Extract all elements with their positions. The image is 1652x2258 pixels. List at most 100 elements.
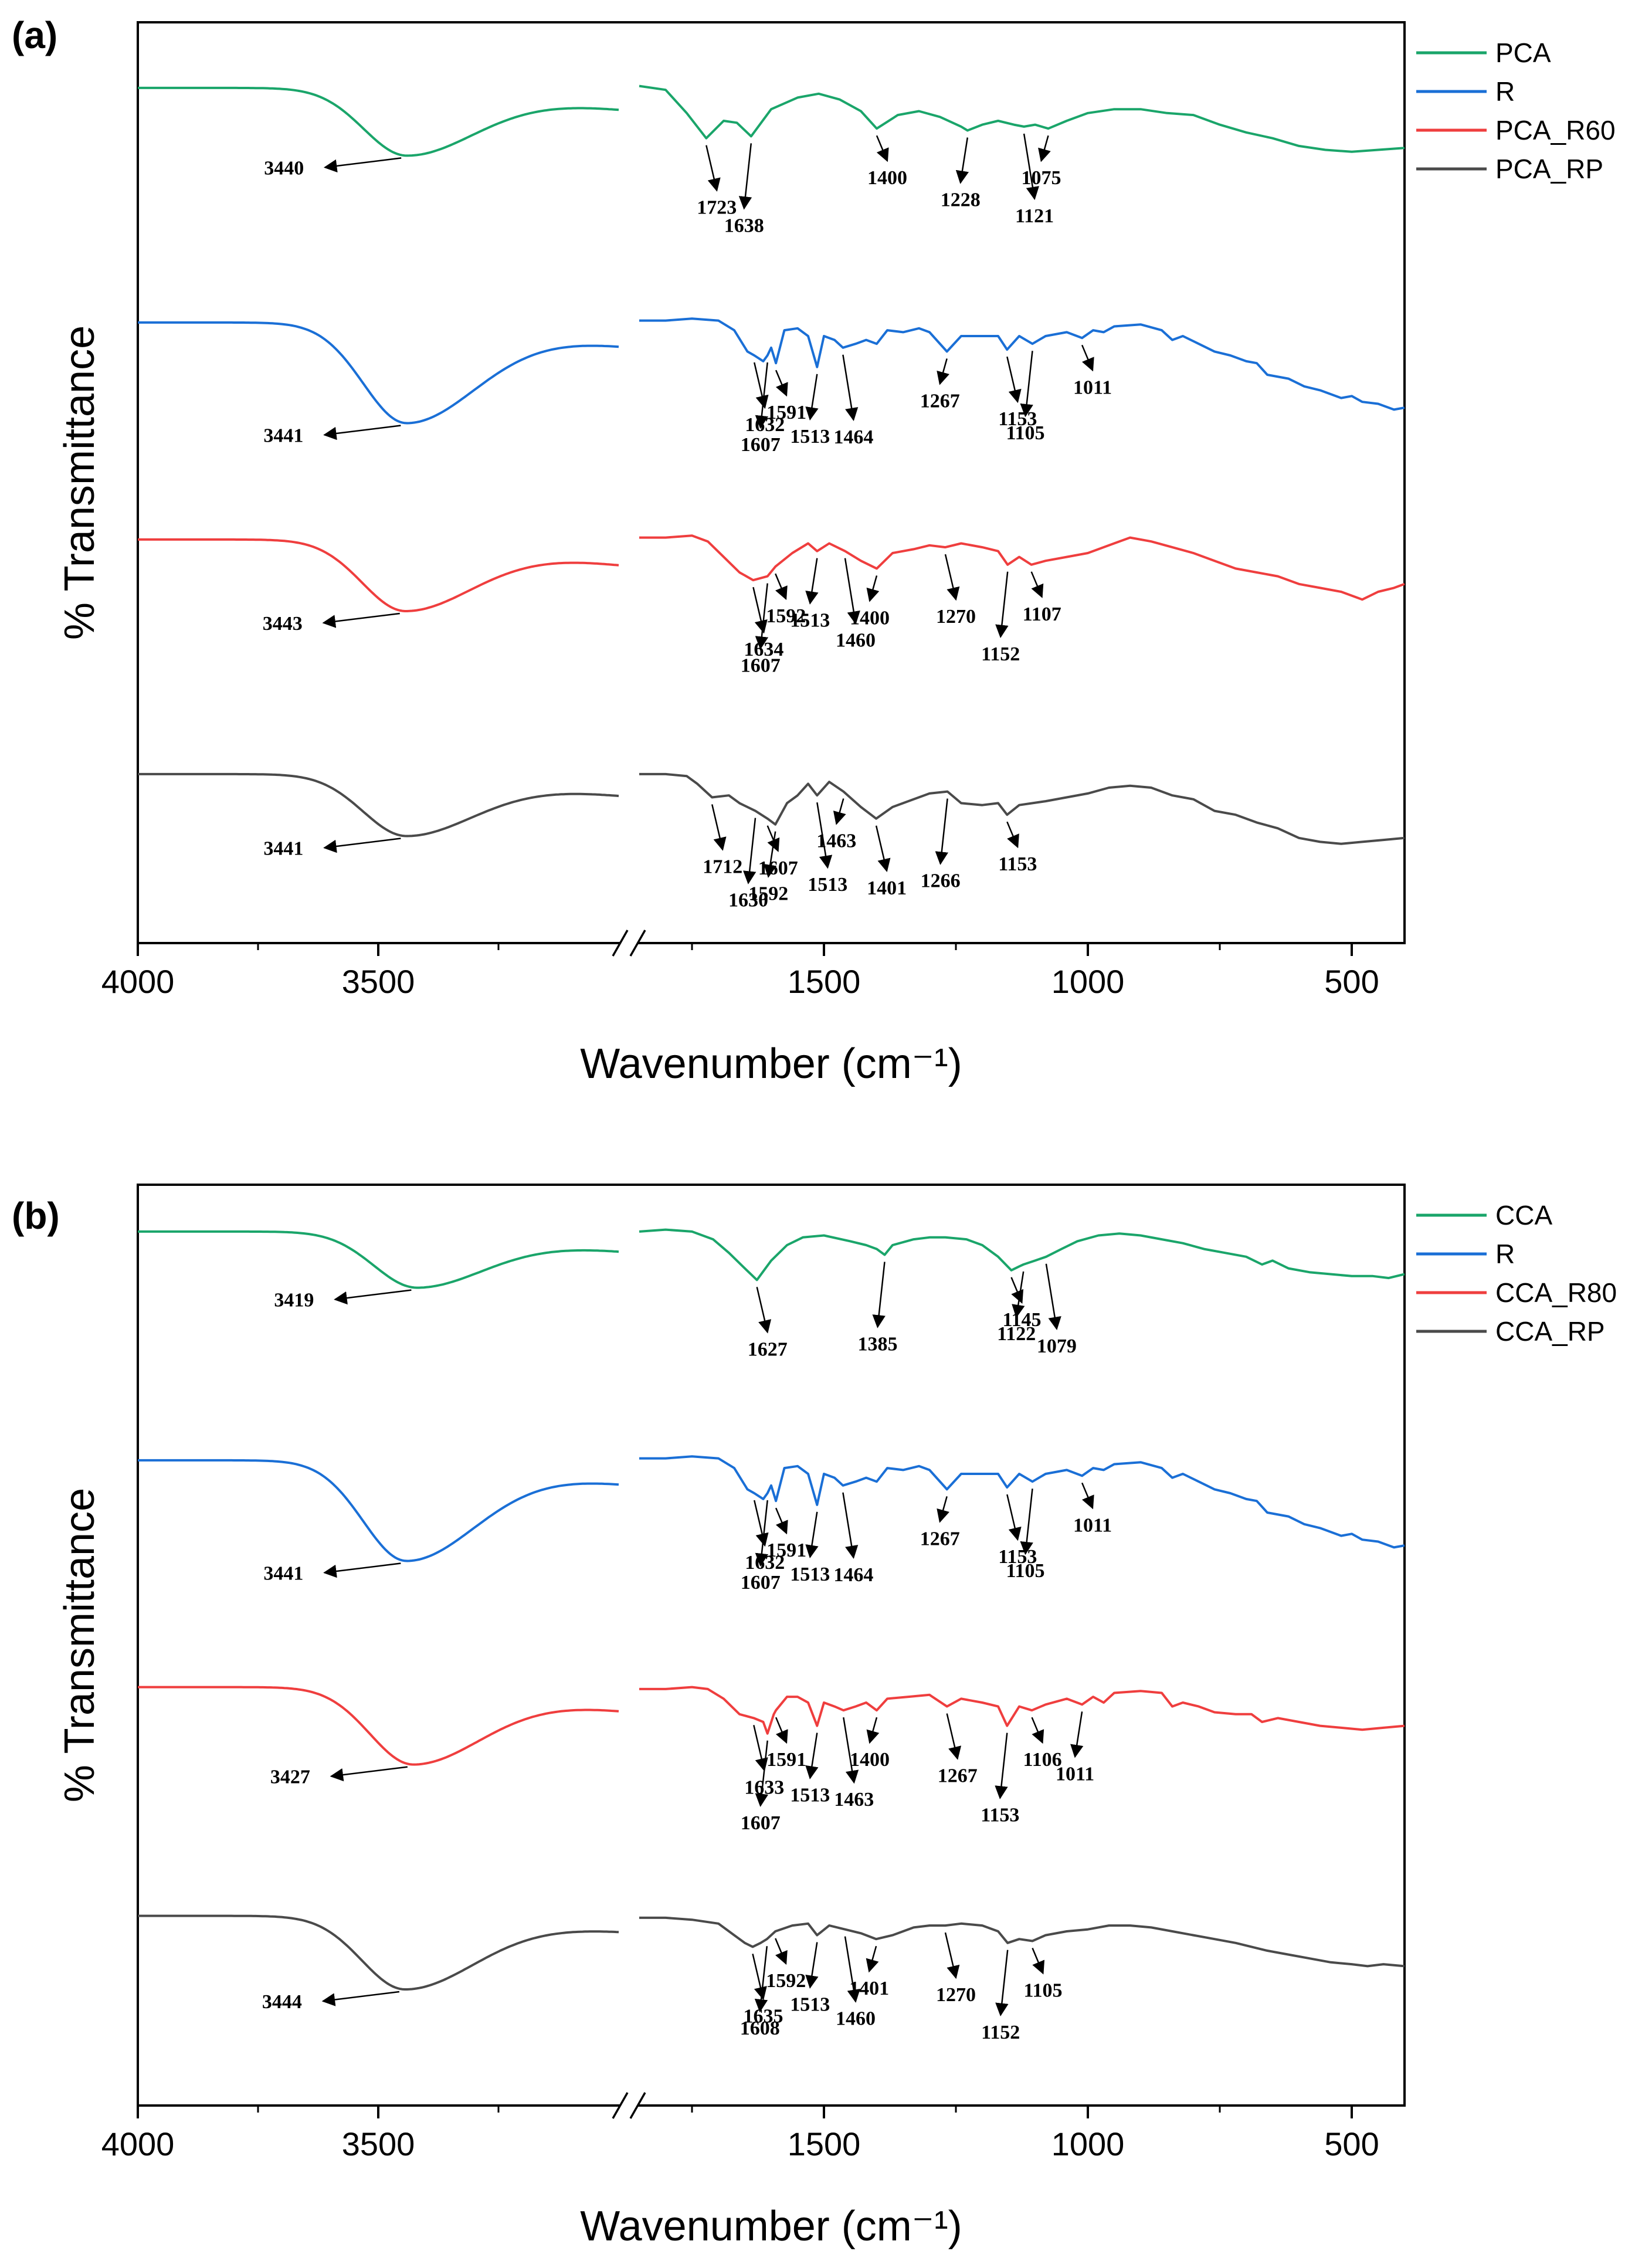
curve-cca-r80-oh-band [138, 1686, 619, 1766]
peak-arrow-3419 [334, 1289, 412, 1305]
peak-label-1513: 1513 [790, 426, 830, 447]
peak-label-1638: 1638 [724, 215, 764, 236]
peak-label-1105: 1105 [1006, 422, 1044, 444]
peak-arrow-1385 [872, 1262, 886, 1328]
peak-arrow-1121 [1023, 133, 1039, 201]
peak-arrow-1401 [866, 1945, 879, 1973]
panel-a-curves [138, 25, 1405, 937]
peak-arrow-1400 [866, 1717, 880, 1744]
x-tick-label-1000: 1000 [1051, 2125, 1125, 2162]
peak-label-1153: 1153 [981, 1805, 1019, 1826]
peak-label-3444: 3444 [262, 1991, 302, 2013]
curve-pca-rp-oh-band [138, 772, 619, 838]
peak-label-1106: 1106 [1023, 1749, 1062, 1771]
panel-b-label: (b) [12, 1195, 60, 1237]
peak-arrow-3427 [330, 1766, 408, 1782]
peak-arrow-1638 [738, 143, 752, 210]
peak-arrow-1401 [875, 825, 891, 872]
peak-arrow-1266 [935, 798, 948, 865]
peak-arrow-1592 [775, 1938, 788, 1965]
peak-arrow-1270 [944, 1932, 960, 1979]
legend-label-pca-rp: PCA_RP [1495, 154, 1603, 184]
peak-label-1011: 1011 [1056, 1763, 1094, 1785]
peak-label-1712: 1712 [703, 856, 742, 878]
curve-r-fingerprint [639, 317, 1405, 411]
peak-arrow-1607 [755, 583, 769, 650]
peak-label-1105: 1105 [1023, 1980, 1062, 2002]
peak-arrow-1153 [1006, 356, 1022, 404]
peak-arrow-1513 [805, 1942, 819, 1989]
peak-label-1267: 1267 [938, 1765, 978, 1787]
peak-label-1400: 1400 [850, 607, 890, 629]
peak-arrow-1464 [842, 1492, 859, 1559]
peak-label-1228: 1228 [941, 189, 981, 211]
peak-label-1122: 1122 [997, 1323, 1036, 1345]
legend-label-pca-r60: PCA_R60 [1495, 115, 1616, 145]
peak-label-1591: 1591 [766, 1749, 806, 1771]
peak-label-3441: 3441 [263, 838, 303, 860]
panel-b-y-axis-title: % Transmittance [56, 1488, 103, 1802]
peak-arrow-1152 [995, 571, 1009, 639]
peak-label-1011: 1011 [1073, 377, 1112, 398]
peak-arrow-1153 [995, 1733, 1008, 1799]
peak-label-1513: 1513 [790, 610, 830, 632]
peak-arrow-1513 [805, 1511, 819, 1559]
curve-cca-rp-fingerprint [639, 1916, 1405, 1968]
peak-label-1592: 1592 [766, 1970, 806, 1992]
peak-arrow-1011 [1070, 1711, 1084, 1758]
peak-arrow-1608 [754, 1946, 768, 2013]
peak-arrow-1460 [844, 558, 860, 625]
peak-arrow-1591 [775, 1507, 788, 1535]
peak-arrow-1011 [1081, 1482, 1094, 1510]
peak-label-1105: 1105 [1006, 1560, 1044, 1582]
peak-label-1513: 1513 [790, 1994, 830, 2016]
peak-arrow-3441 [323, 1562, 401, 1578]
peak-label-1153: 1153 [998, 853, 1037, 875]
peak-arrow-3444 [321, 1991, 400, 2006]
peak-arrow-1592 [764, 831, 777, 878]
peak-label-1513: 1513 [790, 1564, 830, 1585]
peak-label-1400: 1400 [867, 167, 907, 189]
peak-label-1513: 1513 [790, 1785, 830, 1806]
axis-break-gap [620, 2101, 638, 2110]
curve-pca-oh-band [138, 86, 619, 157]
peak-label-1608: 1608 [740, 2018, 780, 2039]
peak-arrow-1122 [1012, 1271, 1025, 1318]
peak-arrow-3443 [322, 612, 400, 628]
peak-arrow-1107 [1030, 571, 1044, 598]
curve-r-oh-band [138, 1459, 619, 1562]
peak-arrow-1712 [711, 804, 727, 851]
peak-arrow-1607 [755, 362, 769, 429]
peak-arrow-1607 [755, 1500, 769, 1567]
peak-label-1633: 1633 [744, 1776, 784, 1798]
peak-arrow-1591 [775, 369, 788, 397]
peak-label-1607: 1607 [758, 857, 798, 879]
peak-arrow-3441 [323, 838, 401, 853]
peak-label-1630: 1630 [728, 890, 768, 911]
peak-label-1401: 1401 [849, 1978, 889, 1999]
peak-arrow-1633 [753, 1725, 768, 1772]
peak-label-1152: 1152 [981, 643, 1020, 665]
axis-break-gap [620, 938, 638, 948]
peak-arrow-1460 [844, 1936, 860, 2003]
peak-arrow-1228 [955, 137, 969, 184]
panel-b-curves [138, 1187, 1405, 2100]
x-tick-label-3500: 3500 [342, 2125, 415, 2162]
peak-arrow-1513 [805, 1733, 819, 1779]
panel-a-plot-frame [137, 21, 1406, 944]
legend-label-cca: CCA [1495, 1200, 1552, 1230]
peak-label-1591: 1591 [766, 402, 806, 423]
panel-a-y-axis-title: % Transmittance [56, 326, 103, 640]
panel-a-label: (a) [12, 14, 57, 56]
peak-label-1460: 1460 [836, 2008, 876, 2030]
peak-arrow-1152 [995, 1950, 1009, 2017]
panel-a-legend: PCA R PCA_R60 PCA_RP [1416, 38, 1616, 184]
peak-label-1267: 1267 [920, 390, 960, 412]
peak-arrow-1634 [752, 586, 768, 634]
peak-arrow-3440 [323, 157, 402, 173]
peak-label-1607: 1607 [741, 655, 781, 677]
peak-arrow-1267 [937, 1496, 949, 1523]
peak-arrow-1463 [833, 798, 846, 825]
